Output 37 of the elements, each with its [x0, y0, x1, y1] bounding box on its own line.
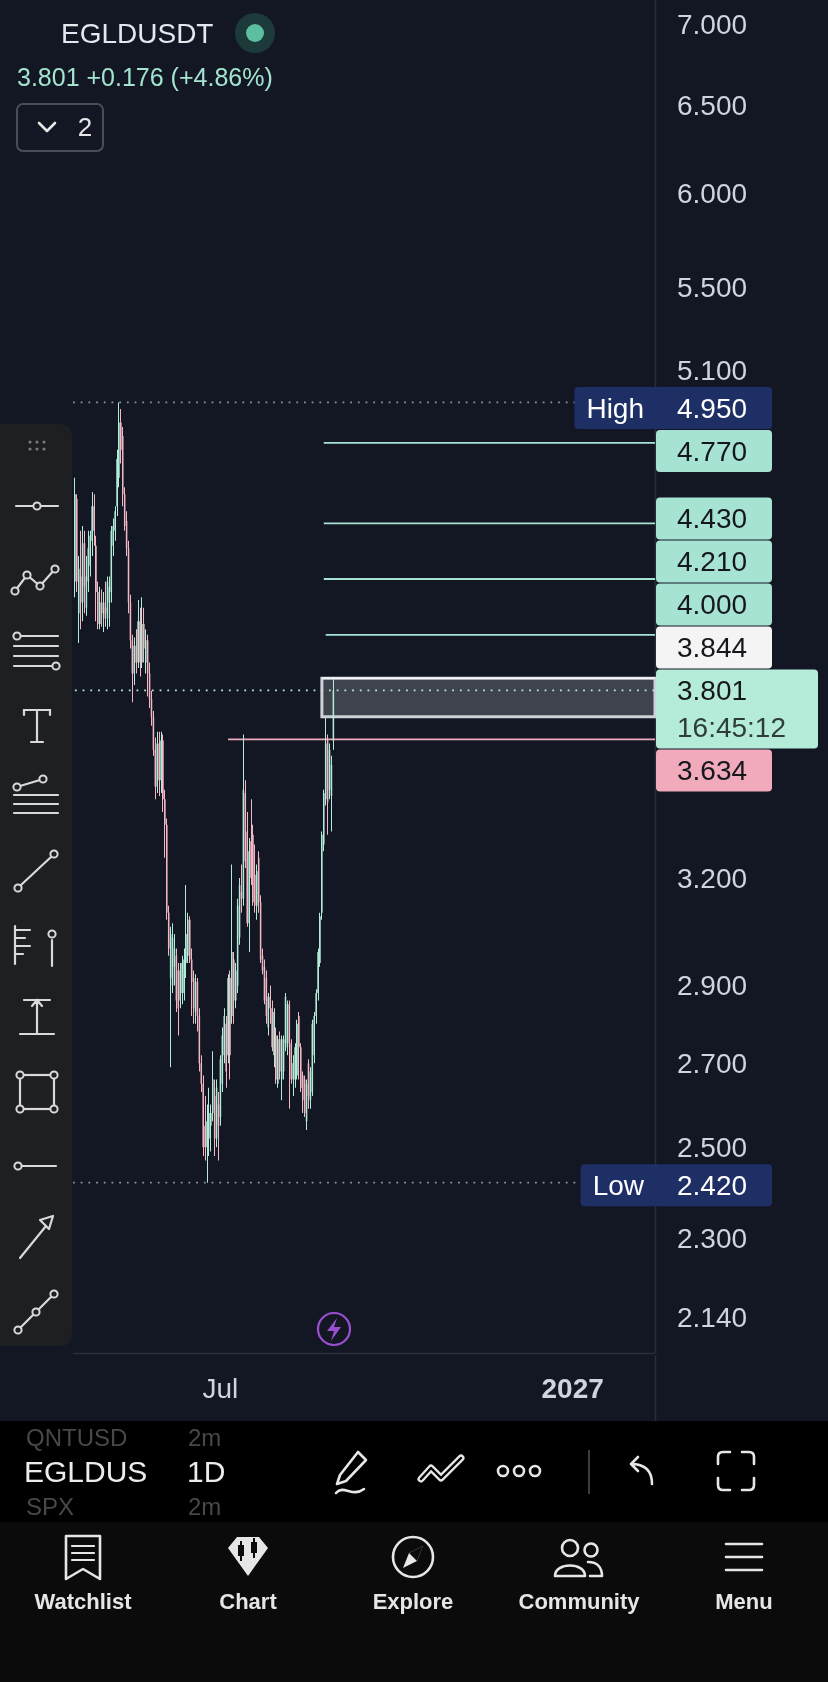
data-label: 4.770 [677, 435, 748, 467]
data-label: 3.844 [677, 632, 748, 664]
text: 2m [188, 1493, 222, 1521]
text: 3.801 +0.176 (+4.86%) [17, 62, 273, 91]
text: EGLDUSDT [61, 17, 214, 49]
y-tick-label: 6.500 [677, 90, 748, 122]
x-tick-label: 2027 [541, 1372, 604, 1404]
annotation: 2 [77, 112, 93, 143]
data-label: 3.801 [677, 675, 748, 707]
y-tick-label: 6.000 [677, 177, 748, 209]
y-tick-label: 3.200 [677, 862, 748, 894]
text: SPX [26, 1493, 75, 1521]
data-label: 4.430 [677, 503, 748, 535]
text: 16:45:12 [677, 712, 786, 744]
y-tick-label: 2.900 [677, 970, 748, 1002]
data-label: 3.634 [677, 755, 748, 787]
y-tick-label: 2.500 [677, 1132, 748, 1164]
text: EGLDUS [24, 1454, 148, 1488]
data-label: 4.000 [677, 589, 748, 621]
text: Explore [372, 1588, 454, 1614]
text: 1D [187, 1454, 226, 1488]
ref-line-label: High 4.950 [586, 392, 748, 424]
text: Watchlist [34, 1588, 133, 1614]
y-tick-label: 5.500 [677, 272, 748, 304]
y-tick-label: 5.100 [677, 354, 748, 386]
text: Community [518, 1588, 641, 1614]
y-tick-label: 7.000 [677, 9, 748, 41]
y-tick-label: 2.300 [677, 1222, 748, 1254]
text: Menu [715, 1588, 773, 1614]
text: 2m [188, 1424, 222, 1452]
text: Chart [219, 1588, 278, 1614]
text: QNTUSD [26, 1424, 128, 1452]
x-tick-label: Jul [202, 1372, 239, 1404]
data-label: 4.210 [677, 546, 748, 578]
y-tick-label: 2.140 [677, 1301, 748, 1333]
y-tick-label: 2.700 [677, 1048, 748, 1080]
ref-line-label: Low 2.420 [592, 1170, 748, 1202]
